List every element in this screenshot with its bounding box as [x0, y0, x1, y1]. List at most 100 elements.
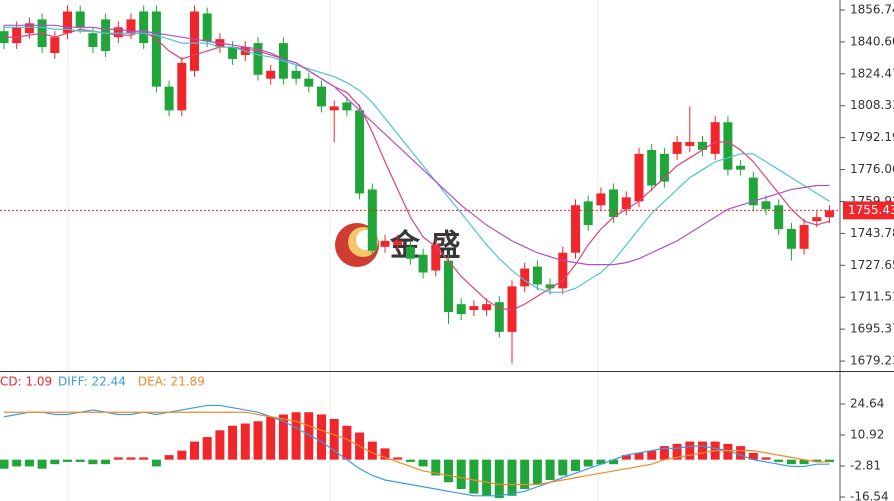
y-tick-label: 1695.37 [850, 322, 894, 336]
macd-bar [571, 459, 580, 471]
candle-body [418, 254, 428, 273]
candle-body [24, 23, 34, 34]
macd-bar [672, 443, 682, 460]
macd-bar [63, 459, 72, 462]
macd-bar [736, 446, 746, 460]
candle-body [558, 252, 568, 289]
candle-body [304, 78, 314, 87]
indicator-line [4, 28, 830, 311]
macd-bar [101, 459, 111, 465]
macd-bar [177, 450, 187, 460]
y-tick-label: 1711.51 [850, 290, 894, 304]
candle-body [812, 217, 822, 222]
macd-bar [520, 459, 530, 490]
y-tick-label: 10.92 [850, 427, 884, 441]
candle-body [317, 86, 326, 107]
candle-body [609, 189, 619, 218]
last-price-box [843, 201, 894, 220]
candle-body [532, 266, 542, 285]
candle-body [101, 19, 111, 52]
y-tick-label: 1743.78 [850, 226, 894, 240]
macd-bar [482, 459, 492, 496]
candle-body [634, 153, 644, 202]
candle-body [266, 70, 276, 79]
macd-bar [405, 459, 415, 462]
candle-body [596, 193, 606, 206]
macd-bar [494, 459, 504, 499]
macd-bar [609, 459, 619, 465]
macd-bar [0, 459, 9, 469]
macd-bar [228, 425, 238, 460]
macd-bar [380, 448, 390, 460]
y-tick-label: 1776.06 [850, 162, 894, 176]
candle-body [75, 11, 85, 28]
macd-bar [37, 459, 47, 469]
macd-bar [825, 459, 834, 462]
indicator-line [4, 26, 830, 293]
candle-body [482, 304, 492, 311]
macd-bar [418, 459, 428, 467]
candle-body [253, 43, 263, 75]
macd-bar [659, 446, 669, 460]
candle-body [63, 11, 72, 34]
macd-bar [12, 459, 22, 467]
y-tick-label: 1679.23 [850, 354, 894, 368]
candle-body [342, 102, 352, 111]
candle-body [647, 149, 657, 186]
macd-bar [113, 457, 123, 460]
macd-bar [774, 459, 784, 462]
candle-body [761, 201, 771, 210]
candle-body [88, 33, 98, 48]
macd-bar [75, 459, 85, 462]
candle-body [571, 205, 580, 253]
candle-body [228, 47, 238, 59]
candle-body [710, 122, 720, 154]
macd-bar [164, 455, 174, 460]
legend-label: DIFF: 22.44 [58, 375, 126, 389]
candle-body [151, 11, 161, 87]
candle-body [139, 11, 149, 44]
macd-bar [240, 423, 250, 460]
y-tick-label: -2.81 [850, 459, 881, 473]
macd-bar [761, 457, 771, 460]
macd-bar [139, 457, 149, 460]
candle-body [685, 141, 695, 146]
y-tick-label: 1727.65 [850, 258, 894, 272]
macd-bar [291, 412, 301, 460]
macd-bar [215, 430, 225, 460]
candle-body [469, 306, 479, 311]
macd-bar [367, 441, 377, 460]
candle-body [126, 19, 136, 34]
macd-bar [812, 459, 822, 462]
candle-body [494, 302, 504, 332]
macd-bar [621, 455, 631, 460]
macd-bar [698, 441, 707, 460]
y-tick-label: 1792.19 [850, 130, 894, 144]
macd-bar [317, 414, 326, 460]
candle-body [164, 86, 174, 111]
candle-body [621, 197, 631, 210]
y-tick-label: 1808.33 [850, 98, 894, 112]
macd-bar [278, 414, 288, 460]
macd-bar [558, 459, 568, 476]
candle-body [113, 27, 123, 38]
macd-bar [266, 416, 276, 460]
macd-bar [190, 441, 199, 460]
macd-bar [202, 437, 212, 460]
candle-body [393, 240, 403, 245]
macd-bar [532, 459, 542, 485]
last-price-label: 1755.43 [848, 203, 894, 217]
macd-bar [583, 459, 593, 467]
candle-body [456, 304, 466, 315]
candle-body [367, 189, 377, 251]
macd-bar [799, 459, 809, 465]
macd-bar [304, 412, 314, 460]
macd-bar [634, 452, 644, 460]
macd-bar [748, 452, 758, 460]
indicator-line [4, 24, 830, 266]
macd-bar [786, 459, 796, 465]
legend-label: DEA: 21.89 [138, 375, 205, 389]
macd-bar [151, 459, 161, 467]
candle-body [583, 201, 593, 226]
